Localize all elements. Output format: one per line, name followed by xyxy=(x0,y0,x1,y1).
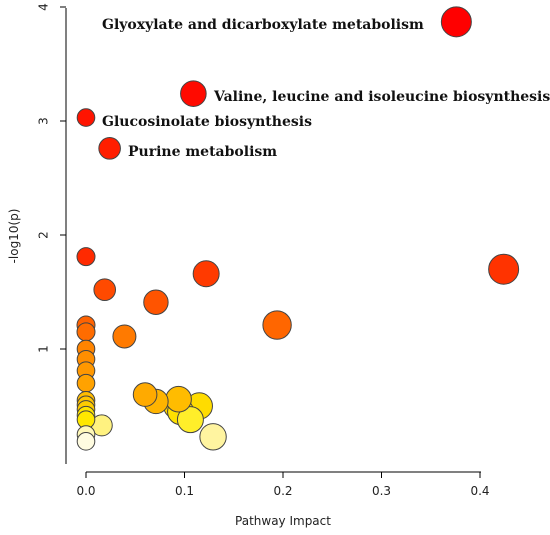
data-point xyxy=(192,260,220,288)
x-tick-label: 0.4 xyxy=(470,484,489,498)
data-point xyxy=(143,289,169,315)
data-point xyxy=(93,278,117,302)
data-point xyxy=(488,253,520,285)
data-point xyxy=(132,382,158,407)
data-point xyxy=(76,322,96,342)
y-ticks: 1 2 3 4 xyxy=(37,3,66,353)
data-point xyxy=(76,108,96,127)
data-point xyxy=(180,80,207,107)
point-label: Purine metabolism xyxy=(128,144,277,160)
x-tick-label: 0.0 xyxy=(76,484,95,498)
data-point xyxy=(165,385,192,413)
data-point xyxy=(98,137,121,160)
data-point xyxy=(76,373,96,393)
point-label: Valine, leucine and isoleucine biosynthe… xyxy=(213,89,550,105)
x-axis-title: Pathway Impact xyxy=(235,514,331,528)
y-tick-label: 3 xyxy=(37,117,51,125)
x-ticks: 0.0 0.1 0.2 0.3 0.4 xyxy=(76,472,490,498)
point-label: Glyoxylate and dicarboxylate metabolism xyxy=(102,17,424,33)
x-tick-label: 0.1 xyxy=(175,484,194,498)
x-tick-label: 0.3 xyxy=(372,484,391,498)
x-tick-label: 0.2 xyxy=(273,484,292,498)
data-point xyxy=(199,423,227,451)
data-points xyxy=(76,6,520,451)
axes xyxy=(65,8,481,473)
point-annotations: Glyoxylate and dicarboxylate metabolism V… xyxy=(102,17,550,160)
data-point xyxy=(76,247,96,267)
point-label: Glucosinolate biosynthesis xyxy=(102,114,312,130)
data-point xyxy=(176,406,204,434)
y-axis-title: -log10(p) xyxy=(7,209,21,264)
y-tick-label: 2 xyxy=(37,231,51,239)
y-tick-label: 4 xyxy=(37,3,51,11)
data-point xyxy=(76,432,96,451)
y-tick-label: 1 xyxy=(37,345,51,353)
data-point xyxy=(262,310,292,340)
data-point xyxy=(440,6,472,38)
data-point xyxy=(112,324,137,349)
